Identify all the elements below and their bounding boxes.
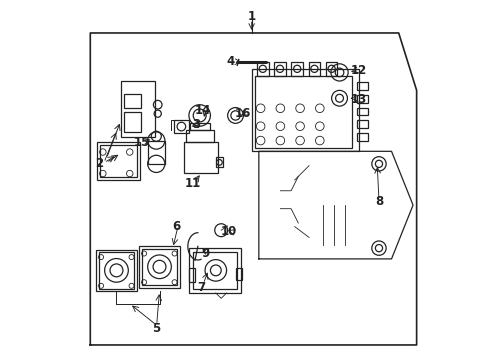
Text: 4: 4 — [225, 55, 234, 68]
Bar — [357, 108, 367, 116]
Bar — [215, 157, 223, 167]
Bar — [186, 130, 214, 142]
Bar — [124, 112, 140, 132]
Text: 2: 2 — [95, 157, 103, 170]
Bar — [291, 62, 303, 76]
Text: 8: 8 — [374, 195, 382, 208]
Text: 9: 9 — [201, 247, 209, 260]
Text: 13: 13 — [350, 93, 366, 106]
Bar — [357, 120, 367, 128]
Text: 10: 10 — [220, 225, 236, 238]
Bar — [174, 120, 188, 134]
Bar — [121, 81, 155, 137]
Bar — [255, 76, 351, 148]
Text: 7: 7 — [197, 281, 205, 294]
Text: 11: 11 — [184, 177, 200, 190]
Text: 5: 5 — [152, 322, 161, 335]
Bar — [100, 145, 137, 177]
Text: 14: 14 — [195, 104, 211, 117]
Bar — [274, 62, 285, 76]
Text: 3: 3 — [192, 118, 200, 131]
Text: 12: 12 — [350, 64, 366, 77]
Bar — [142, 249, 177, 285]
Bar — [235, 268, 242, 280]
Bar — [139, 246, 180, 288]
Bar — [251, 69, 359, 151]
Text: 1: 1 — [247, 10, 255, 23]
Text: 15: 15 — [134, 136, 150, 149]
Bar — [99, 252, 134, 289]
Bar — [357, 82, 367, 90]
Bar — [190, 123, 209, 130]
Bar — [96, 250, 137, 291]
Bar — [357, 133, 367, 140]
Bar — [97, 142, 140, 180]
Bar — [124, 94, 140, 108]
Text: 16: 16 — [234, 107, 250, 120]
Bar — [188, 248, 241, 293]
Bar — [257, 62, 268, 76]
Bar — [357, 95, 367, 103]
Bar — [147, 140, 164, 164]
Bar — [183, 142, 217, 173]
Bar — [308, 62, 320, 76]
Text: 6: 6 — [172, 220, 180, 233]
Bar — [325, 62, 337, 76]
Bar — [188, 268, 195, 282]
Bar — [192, 252, 237, 289]
